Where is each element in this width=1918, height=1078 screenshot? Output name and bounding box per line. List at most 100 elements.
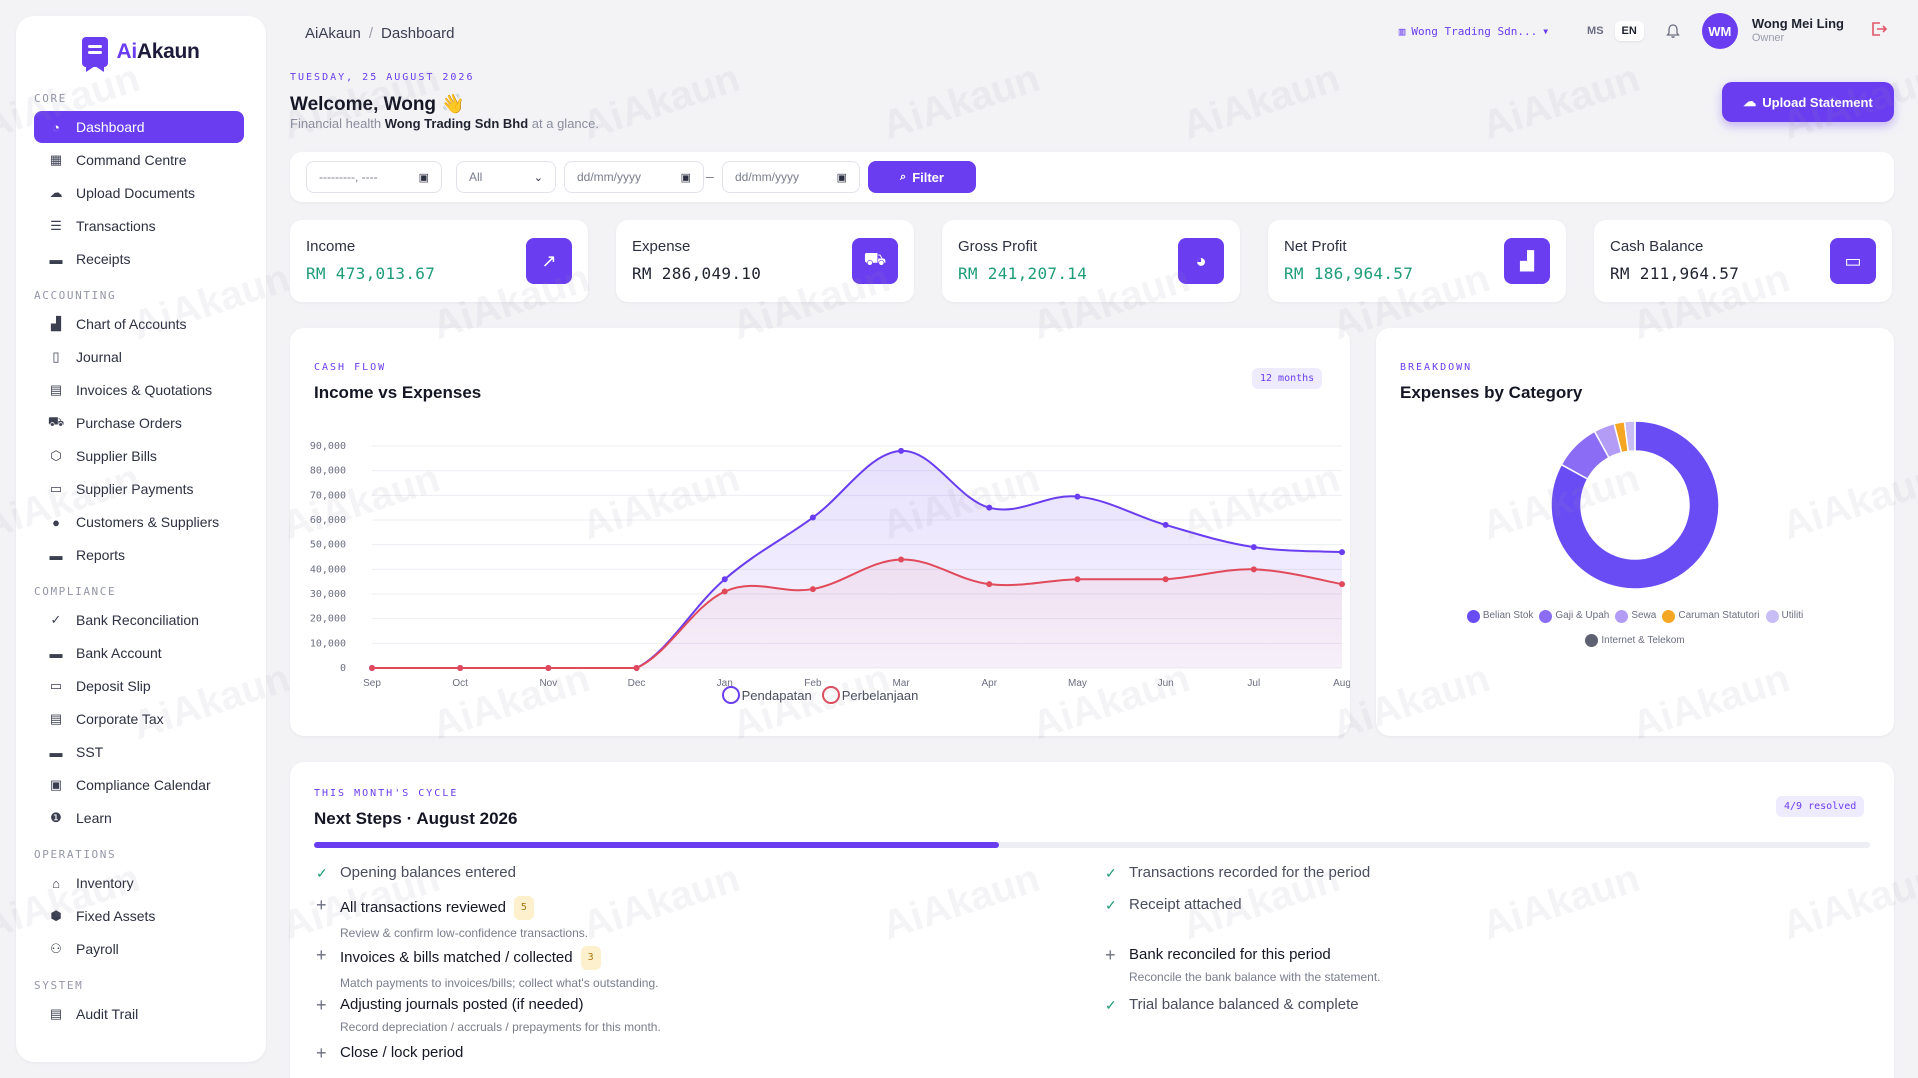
kpi-card-cash-balance[interactable]: Cash Balance RM 211,964.57 ▭ [1594, 220, 1892, 302]
welcome-title: Welcome, Wong 👋 [290, 94, 465, 115]
sidebar-item-label: Invoices & Quotations [76, 382, 213, 398]
y-tick-label: 30,000 [310, 589, 346, 600]
bell-icon[interactable] [1664, 22, 1682, 40]
sidebar-item-transactions[interactable]: ☰ Transactions [34, 210, 244, 242]
step-item[interactable]: + Bank reconciled for this period Reconcil… [1105, 946, 1380, 984]
sidebar-item-corporate-tax[interactable]: ▤ Corporate Tax [34, 703, 244, 735]
donut-legend-item[interactable]: Internet & Telekom [1585, 631, 1685, 651]
step-item[interactable]: + All transactions reviewed 5 Review & conf… [316, 896, 588, 940]
date-to-input[interactable]: dd/mm/yyyy ▣ [722, 161, 860, 193]
sidebar-item-bank-reconciliation[interactable]: ✓ Bank Reconciliation [34, 604, 244, 636]
step-count-badge: 3 [580, 946, 601, 970]
legend-item-pendapatan[interactable]: Pendapatan [721, 686, 812, 704]
sidebar-item-bank-account[interactable]: ▬ Bank Account [34, 637, 244, 669]
lang-ms-button[interactable]: MS [1587, 25, 1604, 37]
step-item[interactable]: ✓ Opening balances entered [316, 864, 516, 882]
sidebar-item-command-centre[interactable]: ▦ Command Centre [34, 144, 244, 176]
watermark-text: AiAkaun [1177, 56, 1345, 149]
sidebar-item-reports[interactable]: ▬ Reports [34, 539, 244, 571]
step-title: Trial balance balanced & complete [1129, 996, 1359, 1013]
type-select[interactable]: All ⌄ [456, 161, 556, 193]
step-title: Adjusting journals posted (if needed) [340, 996, 584, 1013]
sidebar-item-journal[interactable]: ▯ Journal [34, 341, 244, 373]
user-info[interactable]: Wong Mei Ling Owner [1751, 16, 1844, 45]
step-item[interactable]: ✓ Receipt attached [1105, 896, 1242, 914]
watermark-text: AiAkaun [577, 56, 745, 149]
sidebar-item-inventory[interactable]: ⌂ Inventory [34, 867, 244, 899]
nav-section-title: SYSTEM [34, 979, 84, 992]
chart-legend: Pendapatan Perbelanjaan [290, 686, 1350, 704]
sidebar-item-audit-trail[interactable]: ▤ Audit Trail [34, 998, 244, 1030]
step-item[interactable]: + Adjusting journals posted (if needed) Re… [316, 996, 661, 1034]
breadcrumb-root[interactable]: AiAkaun [305, 25, 361, 42]
sidebar-item-customers-suppliers[interactable]: ● Customers & Suppliers [34, 506, 244, 538]
date-from-input[interactable]: dd/mm/yyyy ▣ [564, 161, 704, 193]
sidebar-item-purchase-orders[interactable]: ⛟ Purchase Orders [34, 407, 244, 439]
kpi-value: RM 286,049.10 [632, 264, 762, 283]
donut-legend-item[interactable]: Utiliti [1765, 606, 1803, 626]
kpi-card-expense[interactable]: Expense RM 286,049.10 ⛟ [616, 220, 914, 302]
range-pill[interactable]: 12 months [1252, 368, 1323, 389]
check-icon: ✓ [1105, 997, 1117, 1013]
breakdown-title: Expenses by Category [1400, 383, 1583, 402]
calendar-icon: ▣ [49, 777, 63, 792]
sidebar-item-label: Compliance Calendar [76, 777, 211, 793]
step-item[interactable]: ✓ Trial balance balanced & complete [1105, 996, 1359, 1014]
x-tick-label: Apr [981, 678, 997, 689]
filter-button[interactable]: ⌕ Filter [868, 161, 976, 193]
sidebar-item-label: Supplier Payments [76, 481, 194, 497]
sidebar-item-invoices-quotations[interactable]: ▤ Invoices & Quotations [34, 374, 244, 406]
kpi-label: Net Profit [1284, 238, 1347, 255]
brand[interactable]: AiAkaun [16, 26, 266, 78]
step-item[interactable]: ✓ Transactions recorded for the period [1105, 864, 1370, 882]
journal-icon: ▯ [52, 349, 60, 364]
sidebar-item-receipts[interactable]: ▬ Receipts [34, 243, 244, 275]
sidebar-item-label: Customers & Suppliers [76, 514, 220, 530]
sidebar-item-learn[interactable]: ❶ Learn [34, 802, 244, 834]
donut-slice-utiliti[interactable] [1623, 420, 1636, 453]
sidebar-item-payroll[interactable]: ⚇ Payroll [34, 933, 244, 965]
donut-legend-item[interactable]: Caruman Statutori [1662, 606, 1760, 626]
donut-slice-belian-stok[interactable] [1550, 420, 1720, 590]
box-icon: ⬡ [50, 448, 62, 463]
sidebar-item-supplier-bills[interactable]: ⬡ Supplier Bills [34, 440, 244, 472]
sidebar-item-deposit-slip[interactable]: ▭ Deposit Slip [34, 670, 244, 702]
user-name: Wong Mei Ling [1751, 16, 1844, 32]
expenses-donut-chart [1550, 420, 1720, 590]
sidebar-item-label: Dashboard [76, 119, 145, 135]
date-range-separator: – [706, 168, 714, 184]
sidebar-item-supplier-payments[interactable]: ▭ Supplier Payments [34, 473, 244, 505]
legend-swatch [1615, 609, 1629, 623]
donut-legend-item[interactable]: Sewa [1615, 606, 1656, 626]
wallet-icon: ▭ [49, 481, 63, 496]
step-description: Match payments to invoices/bills; collec… [340, 976, 659, 990]
series-area-perbelanjaan [372, 559, 1342, 668]
sidebar-item-chart-of-accounts[interactable]: ▟ Chart of Accounts [34, 308, 244, 340]
step-item[interactable]: + Invoices & bills matched / collected 3 Ma… [316, 946, 658, 990]
sidebar-item-upload-documents[interactable]: ☁ Upload Documents [34, 177, 244, 209]
sidebar-nav: CORE ◔ Dashboard ▦ Command Centre ☁ Upload Doc… [16, 92, 266, 1030]
data-point [545, 665, 552, 671]
cloud-upload-icon: ☁ [49, 185, 63, 200]
donut-legend-item[interactable]: Gaji & Upah [1539, 606, 1609, 626]
upload-statement-button[interactable]: ☁ Upload Statement [1722, 82, 1894, 122]
x-tick-label: Feb [804, 678, 822, 689]
breakdown-kicker: BREAKDOWN [1400, 362, 1473, 373]
sidebar-item-dashboard[interactable]: ◔ Dashboard [34, 111, 244, 143]
legend-item-perbelanjaan[interactable]: Perbelanjaan [821, 686, 918, 704]
kpi-card-gross-profit[interactable]: Gross Profit RM 241,207.14 ◕ [942, 220, 1240, 302]
logout-icon[interactable] [1870, 20, 1888, 43]
avatar[interactable]: WM [1701, 13, 1738, 49]
month-picker[interactable]: ---------, ---- ▣ [306, 161, 442, 193]
kpi-card-income[interactable]: Income RM 473,013.67 ↗ [290, 220, 588, 302]
step-item[interactable]: + Close / lock period [316, 1044, 463, 1062]
sidebar-item-compliance-calendar[interactable]: ▣ Compliance Calendar [34, 769, 244, 801]
donut-legend-item[interactable]: Belian Stok [1466, 606, 1533, 626]
lang-en-button[interactable]: EN [1614, 21, 1644, 41]
company-selector[interactable]: ▥ Wong Trading Sdn... ▼ [1399, 25, 1548, 38]
y-tick-label: 70,000 [310, 490, 346, 501]
step-count-badge: 5 [513, 896, 534, 920]
sidebar-item-fixed-assets[interactable]: ⬢ Fixed Assets [34, 900, 244, 932]
sidebar-item-sst[interactable]: ▬ SST [34, 736, 244, 768]
kpi-card-net-profit[interactable]: Net Profit RM 186,964.57 ▟ [1268, 220, 1566, 302]
